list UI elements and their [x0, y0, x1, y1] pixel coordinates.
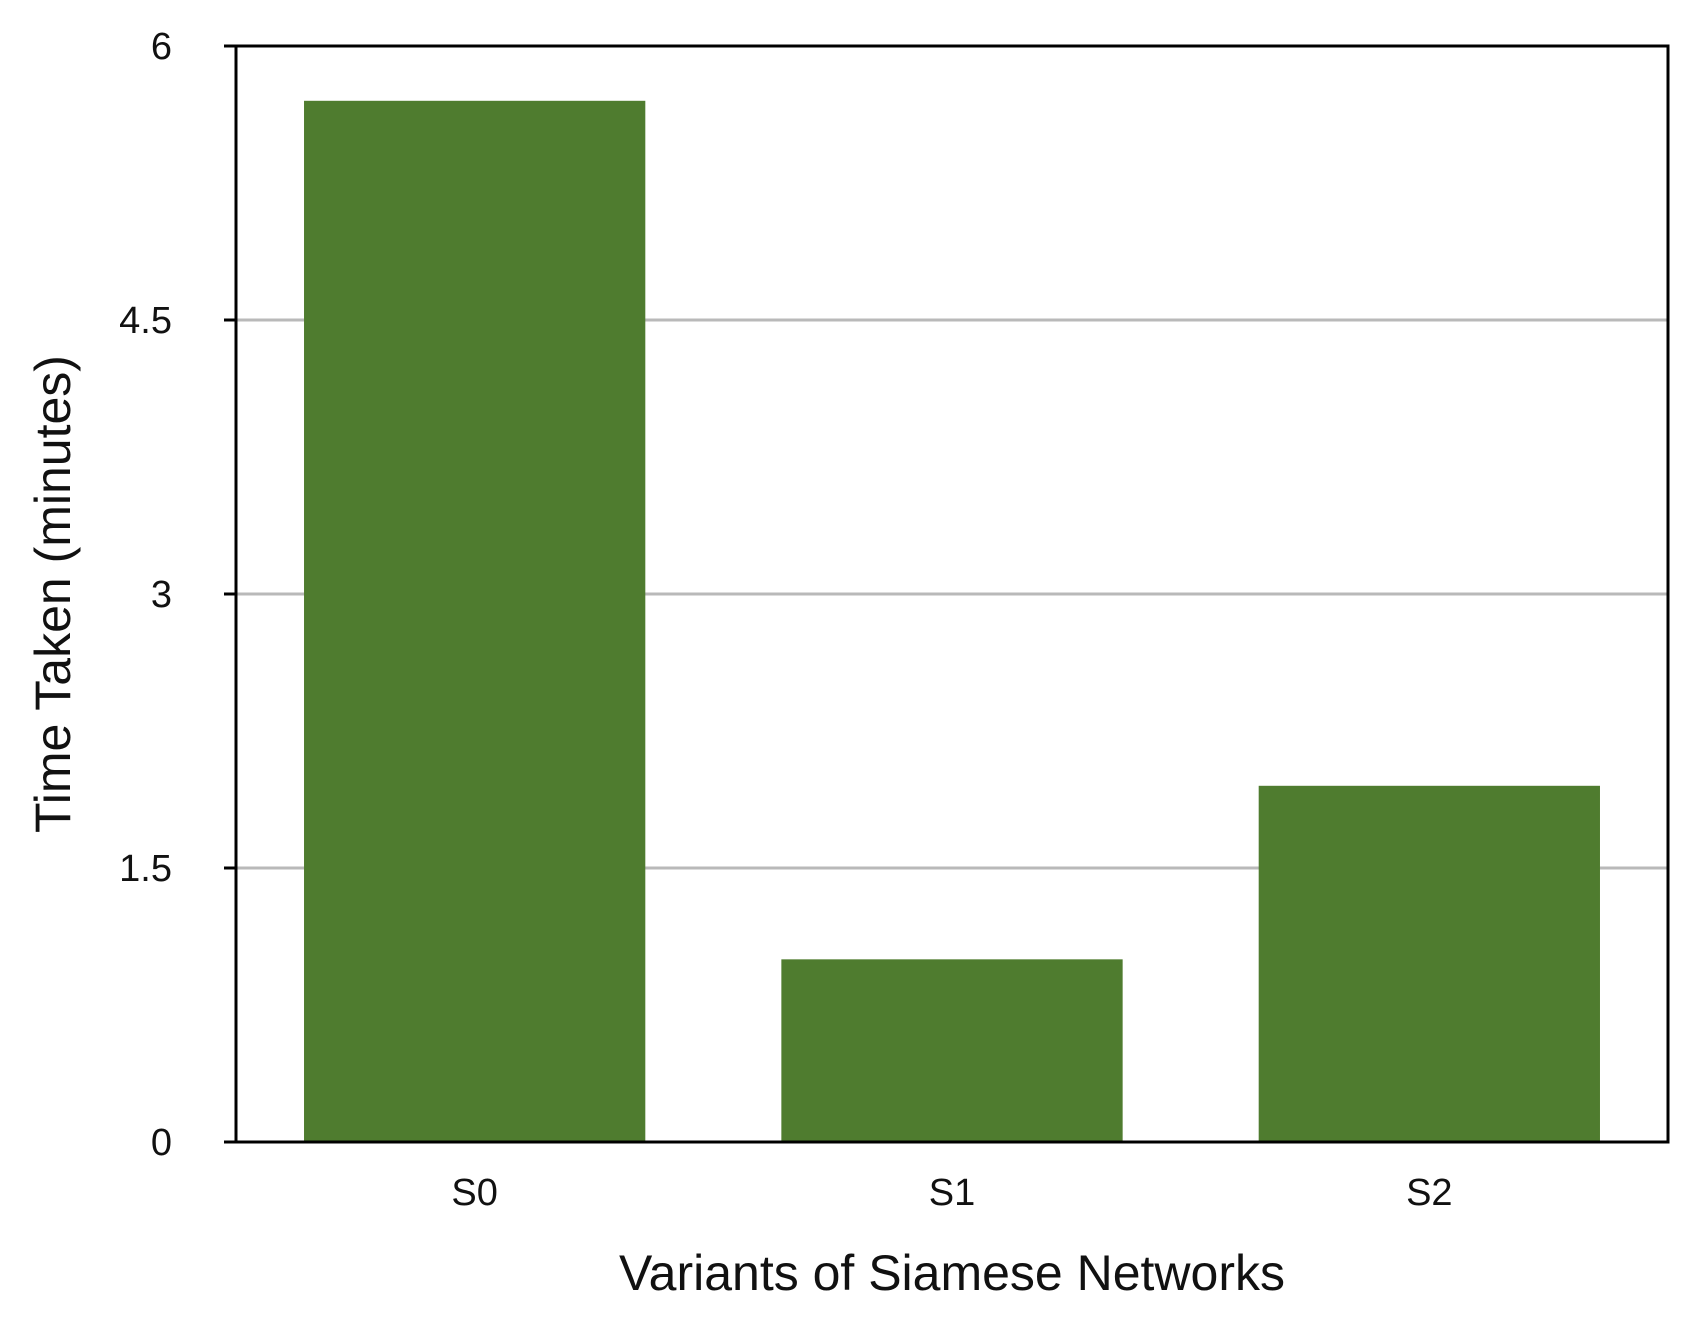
x-tick-label: S1	[929, 1172, 975, 1214]
y-tick-label: 1.5	[119, 848, 172, 890]
y-tick-label: 6	[151, 26, 172, 68]
x-axis-title: Variants of Siamese Networks	[619, 1245, 1285, 1301]
x-tick-label: S2	[1406, 1172, 1452, 1214]
bars	[304, 100, 1600, 1142]
x-axis-ticks: S0 S1 S2	[451, 1172, 1452, 1214]
y-tick-label: 3	[151, 574, 172, 616]
y-axis-title: Time Taken (minutes)	[25, 355, 81, 833]
y-axis-ticks: 0 1.5 3 4.5 6	[119, 26, 236, 1164]
y-tick-label: 4.5	[119, 300, 172, 342]
y-tick-label: 0	[151, 1122, 172, 1164]
bar-s0	[304, 100, 646, 1142]
bar-s2	[1258, 785, 1600, 1142]
x-tick-label: S0	[451, 1172, 497, 1214]
bar-s1	[781, 959, 1123, 1142]
